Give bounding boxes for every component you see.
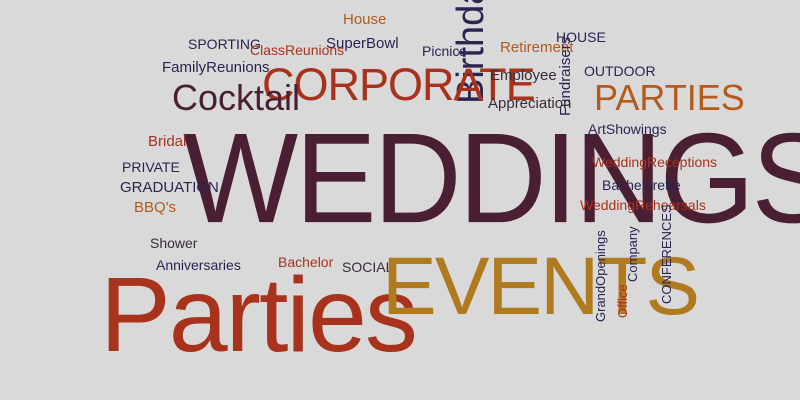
word-weddingreceptions: WeddingReceptions xyxy=(592,154,718,170)
word-weddingrehearsals: WeddingRehearsals xyxy=(580,197,706,213)
word-bbqs: BBQ's xyxy=(134,199,177,216)
word-shower: Shower xyxy=(150,235,198,251)
word-parties: Parties xyxy=(100,256,418,374)
word-outdoor: OUTDOOR xyxy=(584,63,656,79)
word-bachelor: Bachelor xyxy=(278,254,334,270)
word-social: SOCIAL xyxy=(342,259,394,275)
word-weddings: WEDDINGS xyxy=(183,106,800,250)
word-picnics: Picnics xyxy=(422,43,467,59)
word-company: Company xyxy=(625,226,640,282)
word-superbowl: SuperBowl xyxy=(326,35,399,52)
word-retirement: Retirement xyxy=(500,39,574,56)
word-grandopenings: GrandOpenings xyxy=(593,230,608,322)
word-familyreunions: FamilyReunions xyxy=(162,59,270,76)
word-house-small: House xyxy=(343,11,387,28)
word-corporate: CORPORATE xyxy=(262,59,536,110)
word-bridal: Bridal xyxy=(148,133,187,150)
word-graduation: GRADUATION xyxy=(120,179,219,196)
word-bachelorette: Bachelorette xyxy=(602,177,681,193)
word-artshowings: ArtShowings xyxy=(588,121,667,137)
word-cocktail: Cocktail xyxy=(172,77,301,118)
word-private: PRIVATE xyxy=(122,159,180,175)
word-appreciation: Appreciation xyxy=(488,95,572,112)
word-employee: Employee xyxy=(490,67,557,84)
word-conferences: CONFERENCES xyxy=(659,204,674,304)
word-house-caps: HOUSE xyxy=(556,29,606,45)
word-events: EVENTS xyxy=(382,241,700,332)
word-sporting: SPORTING xyxy=(188,36,261,52)
word-anniversaries: Anniversaries xyxy=(156,257,241,273)
word-office: Office xyxy=(615,284,630,318)
word-classreunions: ClassReunions xyxy=(250,42,345,58)
word-parties-caps: PARTIES xyxy=(594,77,745,118)
